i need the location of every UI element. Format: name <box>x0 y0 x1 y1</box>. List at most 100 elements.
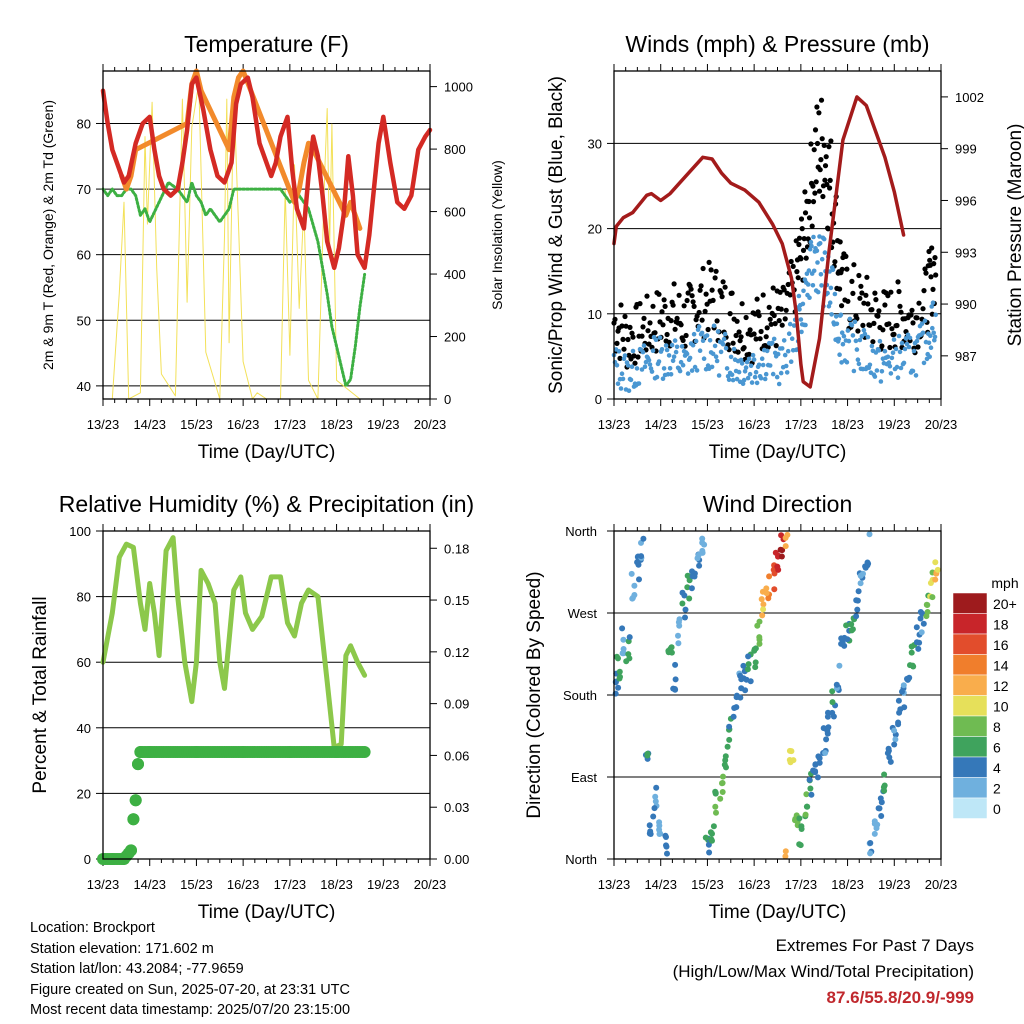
data-point <box>832 259 838 265</box>
data-point <box>722 753 729 760</box>
data-point <box>665 647 672 654</box>
data-point <box>660 322 666 328</box>
data-point <box>813 179 819 185</box>
data-point <box>625 336 631 343</box>
data-point <box>653 784 660 791</box>
data-point <box>849 322 855 328</box>
data-point <box>886 360 892 365</box>
data-point <box>788 748 795 755</box>
data-point <box>626 388 632 394</box>
data-point <box>756 313 762 319</box>
data-point <box>844 359 850 365</box>
data-point <box>812 127 819 133</box>
data-point <box>870 339 876 345</box>
data-point <box>676 292 682 298</box>
data-point <box>664 347 670 353</box>
data-point <box>640 535 647 542</box>
x-tick-label: 15/23 <box>180 417 213 432</box>
data-point <box>786 331 792 337</box>
data-point <box>614 363 620 368</box>
data-point <box>691 573 698 580</box>
data-point <box>849 278 855 284</box>
data-point <box>864 274 870 280</box>
data-point <box>879 369 885 374</box>
y-axis-label: Percent & Total Rainfall <box>30 596 51 793</box>
data-point <box>656 831 663 837</box>
data-point <box>622 313 628 320</box>
data-point <box>806 215 813 221</box>
data-point <box>895 719 902 726</box>
legend-swatch <box>952 797 988 819</box>
data-point <box>810 283 816 288</box>
data-point <box>674 344 680 350</box>
data-point <box>639 333 645 339</box>
data-point <box>921 360 927 366</box>
data-point <box>795 275 801 281</box>
data-point <box>776 381 782 387</box>
data-point <box>838 640 845 647</box>
data-point <box>734 318 740 324</box>
data-point <box>614 340 620 346</box>
data-point <box>881 782 888 789</box>
data-point <box>756 618 763 625</box>
legend-swatch <box>952 736 988 758</box>
y-tick-label: 0 <box>84 852 91 867</box>
data-point <box>127 813 140 826</box>
data-point <box>684 351 690 357</box>
data-point <box>697 287 703 293</box>
data-point <box>747 327 753 333</box>
data-point <box>807 295 812 301</box>
data-point <box>887 344 893 351</box>
data-point <box>838 635 845 642</box>
data-point <box>651 805 658 812</box>
data-point <box>754 296 760 302</box>
data-point <box>721 336 727 342</box>
y-tick-label: 10 <box>588 307 602 322</box>
data-point <box>760 292 766 298</box>
data-point <box>828 285 834 291</box>
data-point <box>725 342 731 348</box>
data-point <box>661 366 667 371</box>
data-point <box>710 823 717 830</box>
data-point <box>646 357 652 363</box>
data-point <box>728 354 734 360</box>
data-point <box>746 351 752 357</box>
data-point <box>901 704 908 711</box>
data-point <box>763 590 770 597</box>
y-right-axis-label: Station Pressure (Maroon) <box>1005 124 1024 347</box>
data-point <box>666 353 672 358</box>
data-point <box>838 312 844 318</box>
data-point <box>908 649 915 656</box>
x-tick-label: 17/23 <box>274 877 307 892</box>
data-point <box>896 709 903 716</box>
data-point <box>679 600 686 607</box>
data-point <box>754 380 760 386</box>
data-point <box>928 274 934 280</box>
x-tick-label: 13/23 <box>87 417 120 432</box>
data-point <box>865 334 871 340</box>
data-point <box>712 275 718 281</box>
data-point <box>767 363 773 368</box>
data-point <box>817 167 823 173</box>
data-point <box>824 181 830 188</box>
data-point <box>843 622 850 629</box>
data-point <box>668 372 674 377</box>
legend-label: 20+ <box>993 596 1017 612</box>
data-point <box>758 328 764 335</box>
chart-title: Winds (mph) & Pressure (mb) <box>625 31 929 57</box>
x-tick-label: 14/23 <box>644 417 677 432</box>
data-point <box>670 358 676 364</box>
data-point <box>719 780 726 786</box>
data-point <box>636 576 642 583</box>
data-point <box>756 362 762 368</box>
data-point <box>740 381 746 387</box>
data-point <box>709 364 715 370</box>
data-point <box>720 279 726 285</box>
data-point <box>802 210 809 216</box>
y-tick-label: 0 <box>595 392 602 407</box>
data-point <box>894 364 900 370</box>
data-point <box>847 316 853 322</box>
data-point <box>718 349 724 355</box>
data-point <box>909 307 915 313</box>
data-point <box>811 234 816 240</box>
